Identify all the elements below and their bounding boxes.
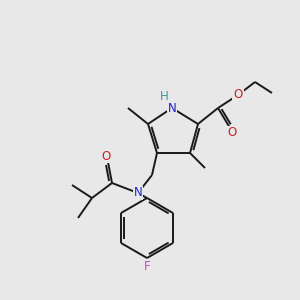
Text: H: H <box>160 89 168 103</box>
Text: O: O <box>101 149 111 163</box>
Text: O: O <box>227 127 237 140</box>
Text: F: F <box>144 260 150 272</box>
Text: N: N <box>134 187 142 200</box>
Text: O: O <box>233 88 243 101</box>
Text: N: N <box>168 101 176 115</box>
